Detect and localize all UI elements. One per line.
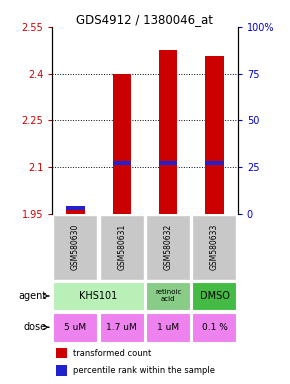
Bar [99,215,144,280]
Text: dose: dose [23,322,47,332]
Bar [66,206,85,210]
Text: 1.7 uM: 1.7 uM [106,323,137,332]
Bar [146,281,190,310]
Bar [113,161,131,165]
Bar [205,56,224,214]
Text: DMSO: DMSO [200,291,230,301]
Text: retinoic
acid: retinoic acid [155,290,181,303]
Bar [159,161,177,165]
Text: GSM580633: GSM580633 [210,224,219,270]
Bar [159,50,177,214]
Text: GSM580632: GSM580632 [164,224,173,270]
Title: GDS4912 / 1380046_at: GDS4912 / 1380046_at [77,13,213,26]
Text: transformed count: transformed count [72,349,151,358]
Text: agent: agent [18,291,47,301]
Text: percentile rank within the sample: percentile rank within the sample [72,366,215,375]
Bar [192,313,236,341]
Bar [99,313,144,341]
Bar [56,365,67,376]
Bar [192,281,236,310]
Text: KHS101: KHS101 [79,291,118,301]
Bar [192,215,236,280]
Text: GSM580630: GSM580630 [71,224,80,270]
Bar [66,206,85,214]
Bar [113,74,131,214]
Text: 1 uM: 1 uM [157,323,179,332]
Text: 0.1 %: 0.1 % [202,323,228,332]
Bar [53,313,97,341]
Bar [146,215,190,280]
Text: GSM580631: GSM580631 [117,224,126,270]
Bar [56,348,67,359]
Text: 5 uM: 5 uM [64,323,86,332]
Bar [53,215,97,280]
Bar [146,313,190,341]
Bar [205,161,224,165]
Bar [53,281,144,310]
